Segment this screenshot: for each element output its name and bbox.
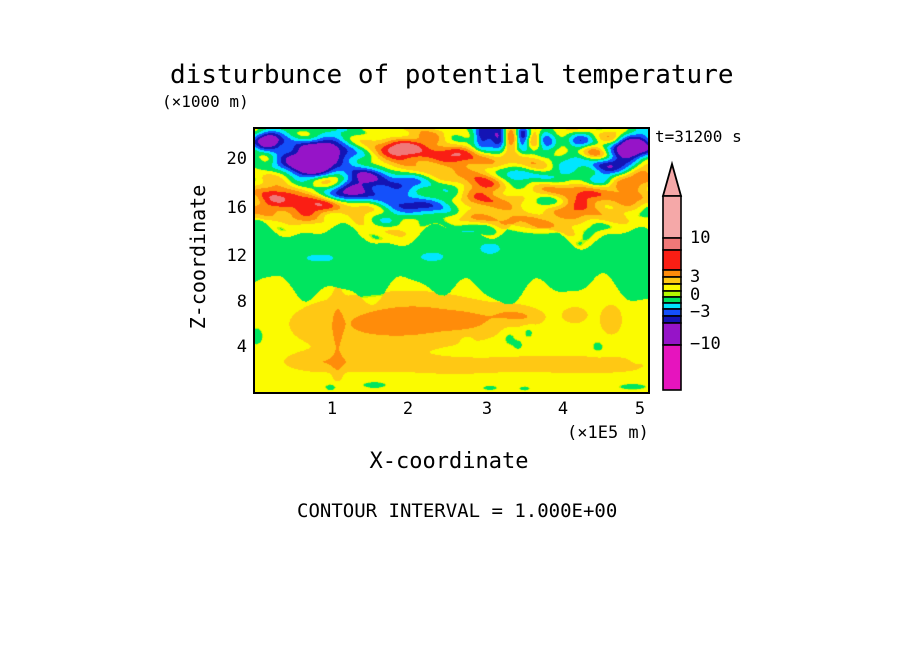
colorbar-segment [662,290,682,298]
colorbar-tick-label: 0 [690,285,701,305]
z-axis-tick-label: 20 [226,149,247,169]
colorbar-segment [662,237,682,251]
z-axis-tick-label: 12 [226,246,247,266]
colorbar-segment [662,269,682,278]
colorbar-segment [662,308,682,317]
x-axis-tick-label: 4 [557,399,569,419]
z-axis-tick-label: 4 [236,337,247,357]
x-axis-tick-label: 5 [634,399,646,419]
colorbar-tick-label: −10 [690,334,721,354]
colorbar [661,160,683,391]
colorbar-segment [662,302,682,310]
colorbar-segment [662,296,682,304]
colorbar-segment [662,249,682,271]
x-axis-title: X-coordinate [369,449,529,474]
contour-field-canvas [255,129,648,392]
contour-interval-label: CONTOUR INTERVAL = 1.000E+00 [297,500,618,522]
z-axis-tick-label: 8 [236,292,247,312]
x-axis-tick-label: 3 [481,399,493,419]
plot-frame [253,127,650,394]
colorbar-tick-label: −3 [690,302,711,322]
colorbar-segment [662,315,682,324]
colorbar-segment [662,195,682,239]
colorbar-arrow-icon [661,160,683,197]
x-axis-tick-label: 2 [402,399,414,419]
colorbar-segment [662,276,682,285]
colorbar-tick-label: 10 [690,228,711,248]
colorbar-segment [662,322,682,346]
z-axis-title: Z-coordinate [186,184,210,330]
plot-title: disturbunce of potential temperature [170,60,734,90]
z-axis-units-label: (×1000 m) [162,92,249,111]
colorbar-segment [662,344,682,391]
z-axis-tick-label: 16 [226,198,247,218]
x-axis-units-label: (×1E5 m) [567,423,649,443]
time-stamp-label: t=31200 s [655,127,742,146]
colorbar-tick-label: 3 [690,267,701,287]
x-axis-tick-label: 1 [326,399,338,419]
colorbar-segment [662,283,682,292]
